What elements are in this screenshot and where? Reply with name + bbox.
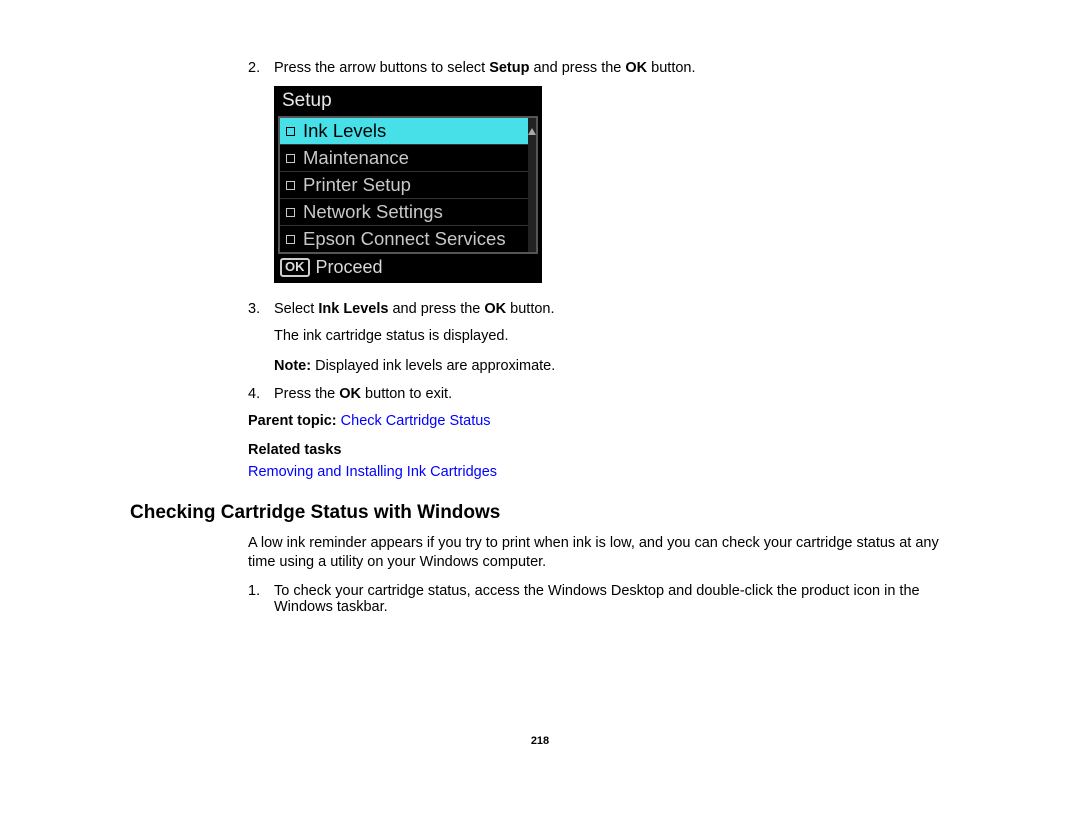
bullet-icon xyxy=(286,181,295,190)
step-text: To check your cartridge status, access t… xyxy=(274,583,950,615)
step-number: 2. xyxy=(248,60,274,76)
bullet-icon xyxy=(286,127,295,136)
lcd-footer: OK Proceed xyxy=(274,254,542,283)
step-4: 4. Press the OK button to exit. xyxy=(248,386,950,402)
step-2: 2. Press the arrow buttons to select Set… xyxy=(248,60,950,76)
step-number: 3. xyxy=(248,301,274,317)
lcd-scrollbar xyxy=(528,118,536,252)
lcd-menu-item-label: Network Settings xyxy=(303,201,443,223)
lcd-menu-item: Network Settings xyxy=(280,199,536,226)
printer-lcd-screenshot: Setup Ink Levels Maintenance Printer Setup… xyxy=(274,86,542,283)
lcd-menu-list: Ink Levels Maintenance Printer Setup Networ… xyxy=(278,116,538,254)
lcd-menu-item-label: Ink Levels xyxy=(303,120,386,142)
step-3-note: Note: Displayed ink levels are approxima… xyxy=(274,357,950,377)
step-text: Press the arrow buttons to select Setup … xyxy=(274,60,950,76)
lcd-menu-item-label: Printer Setup xyxy=(303,174,411,196)
step-text: Select Ink Levels and press the OK butto… xyxy=(274,301,950,317)
step-number: 1. xyxy=(248,583,274,615)
step-text: Press the OK button to exit. xyxy=(274,386,950,402)
related-task-link[interactable]: Removing and Installing Ink Cartridges xyxy=(248,464,950,480)
bullet-icon xyxy=(286,235,295,244)
lcd-menu-item: Epson Connect Services xyxy=(280,226,536,252)
section-heading: Checking Cartridge Status with Windows xyxy=(130,502,950,524)
lcd-menu-item-label: Epson Connect Services xyxy=(303,228,506,250)
parent-topic: Parent topic: Check Cartridge Status xyxy=(248,412,950,432)
lcd-menu-item: Maintenance xyxy=(280,145,536,172)
section-intro: A low ink reminder appears if you try to… xyxy=(248,534,950,573)
page-number: 218 xyxy=(130,735,950,747)
step-number: 4. xyxy=(248,386,274,402)
scroll-up-arrow-icon xyxy=(528,128,536,135)
lcd-menu-item: Printer Setup xyxy=(280,172,536,199)
bullet-icon xyxy=(286,208,295,217)
document-page: 2. Press the arrow buttons to select Set… xyxy=(0,0,1080,787)
section2-step-1: 1. To check your cartridge status, acces… xyxy=(248,583,950,615)
proceed-label: Proceed xyxy=(316,257,383,278)
related-tasks: Related tasks Removing and Installing In… xyxy=(248,442,950,480)
parent-topic-link[interactable]: Check Cartridge Status xyxy=(341,413,491,429)
related-tasks-label: Related tasks xyxy=(248,442,950,458)
lcd-menu-item-label: Maintenance xyxy=(303,147,409,169)
step-3: 3. Select Ink Levels and press the OK bu… xyxy=(248,301,950,317)
lcd-menu-item: Ink Levels xyxy=(280,118,536,145)
bullet-icon xyxy=(286,154,295,163)
lcd-title: Setup xyxy=(274,86,542,116)
step-3-sub: The ink cartridge status is displayed. xyxy=(274,327,950,347)
ok-badge-icon: OK xyxy=(280,258,310,276)
